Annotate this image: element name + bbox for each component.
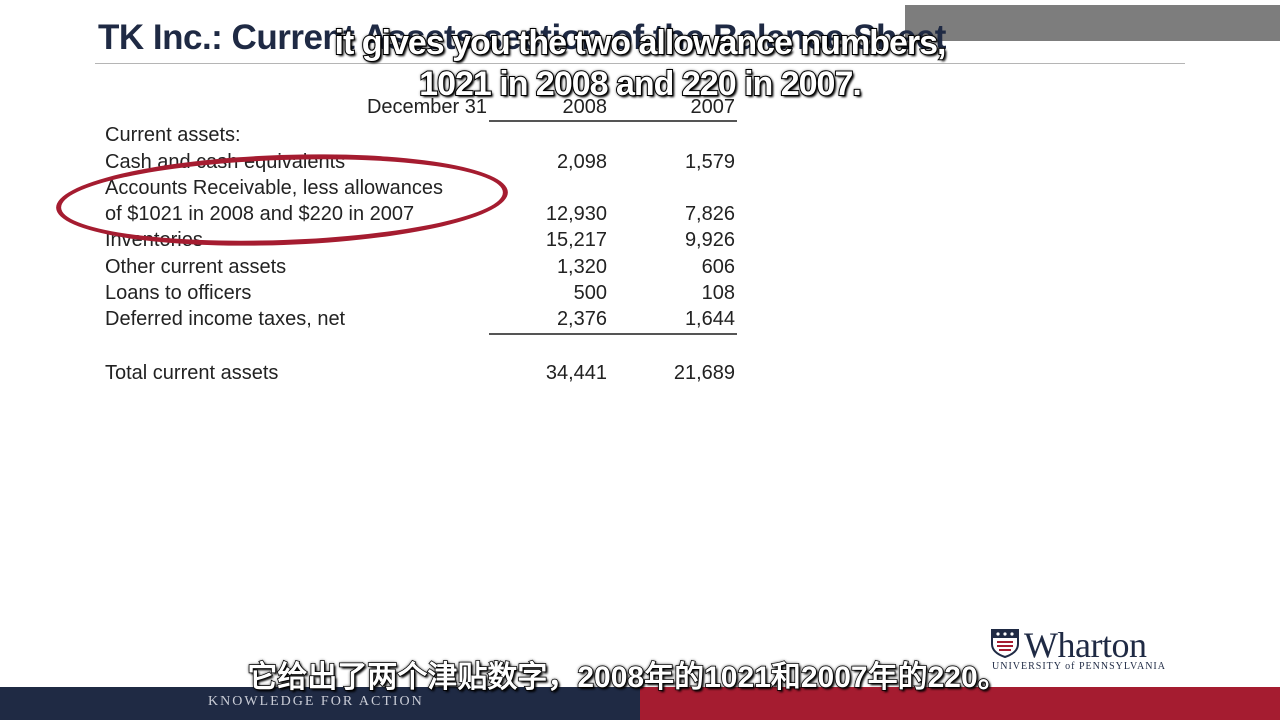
table-row: Accounts Receivable, less allowances xyxy=(105,177,745,203)
row-label: Other current assets xyxy=(105,256,287,278)
total-2007: 21,689 xyxy=(673,362,735,384)
row-label: Loans to officers xyxy=(105,282,252,304)
table-row: Inventories 15,217 9,926 xyxy=(105,229,745,255)
subtitle-chinese: 它给出了两个津贴数字，2008年的1021和2007年的220。 xyxy=(247,660,1009,695)
penn-shield-icon xyxy=(991,629,1019,658)
total-row: Total current assets 34,441 21,689 xyxy=(105,362,745,388)
total-label: Total current assets xyxy=(105,362,279,384)
row-label: Cash and cash equivalents xyxy=(105,151,346,173)
value-2008: 15,217 xyxy=(545,229,607,251)
table-row: Cash and cash equivalents 2,098 1,579 xyxy=(105,151,745,177)
table-header-row: December 31 2008 2007 xyxy=(105,96,745,122)
row-label: of $1021 in 2008 and $220 in 2007 xyxy=(105,203,415,225)
value-2007: 1,644 xyxy=(684,308,735,330)
university-name: UNIVERSITY of PENNSYLVANIA xyxy=(992,661,1166,672)
date-header: December 31 xyxy=(366,96,487,118)
value-2008: 12,930 xyxy=(545,203,607,225)
value-2008: 1,320 xyxy=(556,256,607,278)
value-2007: 9,926 xyxy=(684,229,735,251)
value-2007: 1,579 xyxy=(684,151,735,173)
total-2008: 34,441 xyxy=(545,362,607,384)
wharton-logo: Wharton UNIVERSITY of PENNSYLVANIA xyxy=(988,625,1193,674)
footer-bar: KNOWLEDGE FOR ACTION xyxy=(0,687,1280,720)
year-2007-header: 2007 xyxy=(690,96,736,118)
table-row: Other current assets 1,320 606 xyxy=(105,256,745,282)
value-2007: 108 xyxy=(701,282,735,304)
subtitle-english-line-2: 1021 in 2008 and 220 in 2007. xyxy=(418,64,863,104)
row-label: Deferred income taxes, net xyxy=(105,308,346,330)
header-underline xyxy=(489,120,737,122)
top-gray-bar xyxy=(905,5,1280,41)
value-2008: 2,098 xyxy=(556,151,607,173)
year-2008-header: 2008 xyxy=(562,96,608,118)
section-label-row: Current assets: xyxy=(105,124,745,150)
slide-title: TK Inc.: Current Assets section of the B… xyxy=(98,18,946,57)
footer-navy-section xyxy=(0,687,640,720)
subtitle-english-line-1: it gives you the two allowance numbers, xyxy=(334,23,948,63)
table-row: Deferred income taxes, net 2,376 1,644 xyxy=(105,308,745,334)
footer-red-section xyxy=(640,687,1280,720)
value-2008: 2,376 xyxy=(556,308,607,330)
value-2008: 500 xyxy=(573,282,607,304)
value-2007: 7,826 xyxy=(684,203,735,225)
footer-tagline: KNOWLEDGE FOR ACTION xyxy=(208,694,424,709)
title-divider xyxy=(95,63,1185,64)
wharton-wordmark: Wharton xyxy=(1024,625,1147,665)
section-label: Current assets: xyxy=(105,124,241,146)
table-row: Loans to officers 500 108 xyxy=(105,282,745,308)
row-label: Accounts Receivable, less allowances xyxy=(105,177,443,199)
row-label: Inventories xyxy=(105,229,203,251)
value-2007: 606 xyxy=(701,256,735,278)
table-row: of $1021 in 2008 and $220 in 2007 12,930… xyxy=(105,203,745,229)
subtotal-rule xyxy=(489,333,737,335)
